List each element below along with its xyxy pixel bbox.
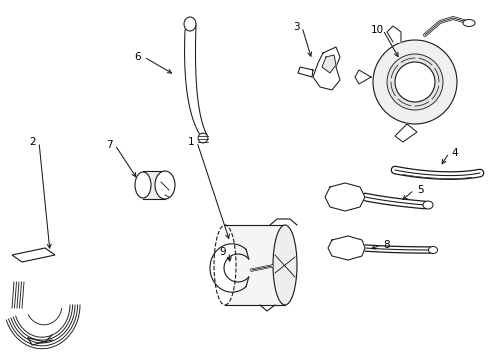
Ellipse shape [135, 172, 151, 198]
Circle shape [198, 133, 207, 143]
Ellipse shape [422, 201, 432, 209]
Text: 6: 6 [134, 52, 141, 62]
Polygon shape [386, 26, 400, 42]
Circle shape [394, 62, 434, 102]
Polygon shape [312, 47, 339, 90]
Text: 7: 7 [105, 140, 112, 150]
Polygon shape [321, 55, 335, 73]
Text: 2: 2 [30, 137, 36, 147]
Polygon shape [325, 183, 364, 211]
Text: 5: 5 [416, 185, 423, 195]
Text: 8: 8 [383, 240, 389, 250]
Ellipse shape [272, 225, 296, 305]
Polygon shape [354, 70, 370, 84]
Circle shape [372, 40, 456, 124]
Polygon shape [142, 171, 164, 199]
Ellipse shape [427, 247, 437, 253]
Text: 4: 4 [451, 148, 457, 158]
Polygon shape [224, 225, 285, 305]
Polygon shape [327, 236, 364, 260]
Polygon shape [394, 124, 416, 142]
Polygon shape [12, 248, 55, 262]
Ellipse shape [462, 19, 474, 27]
Circle shape [386, 54, 442, 110]
Text: 3: 3 [292, 22, 299, 32]
Text: 9: 9 [219, 247, 226, 257]
Circle shape [199, 135, 206, 141]
Ellipse shape [183, 17, 196, 31]
Text: 1: 1 [187, 137, 194, 147]
Polygon shape [184, 25, 206, 135]
Polygon shape [297, 67, 312, 77]
Text: 10: 10 [370, 25, 383, 35]
Ellipse shape [155, 171, 175, 199]
Ellipse shape [214, 225, 236, 305]
